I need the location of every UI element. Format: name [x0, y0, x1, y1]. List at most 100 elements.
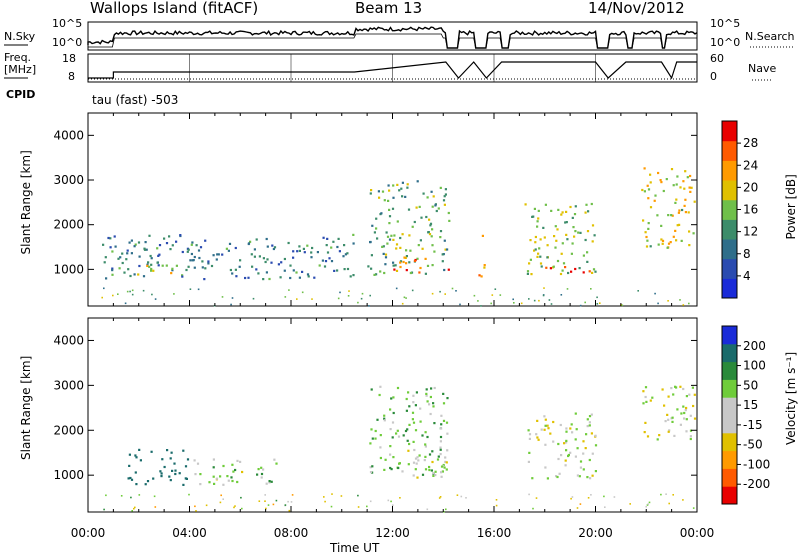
data-cell [546, 256, 549, 259]
data-cell [170, 451, 173, 454]
data-cell [247, 276, 250, 279]
data-cell [565, 430, 568, 433]
data-cell [429, 224, 432, 227]
data-cell [656, 214, 659, 217]
ground-scatter-cell [275, 499, 278, 502]
data-cell [434, 203, 437, 206]
data-cell [658, 434, 661, 437]
data-cell [556, 259, 560, 263]
ground-scatter-cell [296, 298, 298, 300]
data-cell [415, 391, 418, 394]
data-cell [150, 263, 153, 266]
data-cell [406, 439, 409, 442]
ground-scatter-cell [692, 507, 695, 509]
ground-scatter-cell [387, 499, 390, 502]
data-cell [667, 242, 671, 245]
data-cell [529, 258, 532, 261]
noise-right-tick-top: 10^5 [710, 17, 741, 30]
noise-left-tick-top: 10^5 [52, 17, 83, 30]
data-cell [265, 482, 268, 485]
data-cell [384, 253, 388, 256]
data-cell [295, 271, 298, 274]
data-cell [130, 239, 133, 242]
data-cell [173, 462, 176, 465]
data-cell [429, 395, 432, 399]
data-cell [392, 238, 395, 241]
data-cell [381, 245, 384, 248]
data-cell [565, 221, 568, 224]
data-cell [163, 465, 166, 469]
data-cell [396, 386, 400, 390]
data-cell [390, 397, 393, 400]
data-cell [344, 253, 347, 256]
data-cell [590, 432, 593, 435]
colorbar-segment [722, 140, 737, 161]
data-cell [654, 194, 657, 197]
data-cell [265, 237, 268, 241]
data-cell [126, 249, 129, 252]
ground-scatter-cell [151, 293, 153, 296]
data-cell [556, 228, 559, 231]
ground-scatter-cell [392, 504, 394, 506]
colorbar-segment [722, 361, 737, 380]
data-cell [660, 181, 663, 184]
ground-scatter-cell [621, 304, 624, 307]
data-cell [149, 254, 152, 258]
data-cell [418, 454, 421, 457]
data-cell [289, 264, 292, 267]
data-cell [181, 275, 184, 278]
ground-scatter-cell [264, 500, 266, 502]
data-cell [407, 208, 411, 211]
data-cell [370, 388, 373, 391]
data-cell [536, 225, 539, 228]
data-cell [645, 235, 648, 239]
data-cell [442, 463, 445, 467]
data-cell [159, 470, 162, 473]
ground-scatter-cell [543, 287, 545, 289]
data-cell [264, 260, 267, 264]
ground-scatter-cell [154, 298, 157, 300]
data-cell [207, 262, 210, 265]
data-cell [588, 458, 591, 462]
data-cell [561, 269, 564, 272]
data-cell [530, 273, 533, 276]
data-cell [527, 429, 530, 432]
data-cell [649, 181, 652, 184]
ground-scatter-cell [603, 495, 605, 498]
data-cell [215, 477, 219, 480]
data-cell [262, 468, 265, 471]
data-cell [439, 448, 442, 451]
data-cell [397, 435, 401, 438]
ground-scatter-cell [679, 299, 681, 301]
x-tick-label: 04:00 [172, 526, 207, 540]
data-cell [324, 260, 328, 263]
ground-scatter-cell [668, 502, 670, 505]
data-cell [370, 189, 373, 192]
data-cell [275, 462, 278, 465]
data-cell [247, 242, 251, 245]
data-cell [685, 418, 688, 421]
data-cell [688, 186, 691, 189]
data-cell [415, 206, 418, 209]
ground-scatter-cell [560, 294, 563, 296]
data-cell [586, 230, 590, 233]
data-cell [260, 476, 263, 479]
ground-scatter-cell [548, 299, 551, 301]
ground-scatter-cell [291, 494, 294, 496]
data-cell [234, 246, 237, 250]
data-cell [594, 444, 598, 447]
data-cell [433, 422, 436, 425]
data-cell [395, 243, 399, 246]
data-cell [565, 449, 568, 452]
data-cell [657, 243, 660, 246]
data-cell [412, 474, 415, 477]
ground-scatter-cell [682, 304, 685, 306]
data-cell [336, 245, 339, 249]
ground-scatter-cell [112, 294, 114, 297]
data-cell [536, 436, 539, 439]
data-cell [414, 457, 418, 460]
data-cell [644, 395, 647, 399]
data-cell [434, 470, 437, 473]
data-cell [554, 225, 557, 228]
data-cell [388, 215, 392, 218]
